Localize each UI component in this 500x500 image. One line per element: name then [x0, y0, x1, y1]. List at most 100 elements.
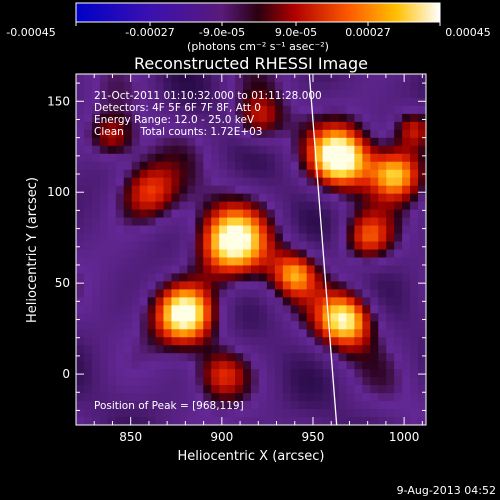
- heatmap-cell: [147, 305, 157, 314]
- heatmap-cell: [290, 329, 300, 338]
- heatmap-cell: [243, 145, 252, 155]
- heatmap-cell: [227, 161, 236, 171]
- heatmap-cell: [131, 345, 141, 354]
- heatmap-cell: [203, 81, 212, 91]
- heatmap-cell: [203, 169, 212, 179]
- heatmap-cell: [219, 217, 228, 227]
- heatmap-cell: [203, 297, 212, 306]
- heatmap-cell: [131, 97, 141, 107]
- heatmap-cell: [187, 313, 196, 322]
- heatmap-cell: [187, 361, 196, 370]
- heatmap-cell: [266, 409, 276, 418]
- heatmap-cell: [314, 369, 324, 378]
- heatmap-cell: [314, 353, 324, 362]
- heatmap-cell: [139, 129, 149, 139]
- heatmap-cell: [211, 369, 220, 378]
- heatmap-cell: [410, 113, 419, 123]
- heatmap-cell: [290, 145, 300, 155]
- heatmap-cell: [402, 289, 411, 298]
- heatmap-cell: [243, 401, 252, 410]
- heatmap-cell: [346, 201, 355, 211]
- heatmap-cell: [346, 145, 355, 155]
- heatmap-cell: [171, 257, 180, 267]
- heatmap-cell: [290, 201, 300, 211]
- heatmap-cell: [171, 249, 180, 259]
- heatmap-cell: [362, 74, 371, 83]
- heatmap-cell: [219, 329, 228, 338]
- heatmap-cell: [195, 233, 204, 243]
- heatmap-cell: [227, 329, 236, 338]
- heatmap-cell: [258, 385, 268, 394]
- heatmap-cell: [362, 105, 371, 115]
- heatmap-cell: [155, 177, 165, 187]
- heatmap-cell: [227, 233, 236, 243]
- heatmap-cell: [290, 265, 300, 275]
- heatmap-cell: [235, 105, 244, 115]
- heatmap-cell: [147, 297, 157, 306]
- heatmap-cell: [362, 233, 371, 243]
- heatmap-cell: [330, 161, 340, 171]
- heatmap-cell: [274, 417, 284, 425]
- heatmap-cell: [187, 201, 196, 211]
- heatmap-cell: [163, 417, 173, 425]
- heatmap-cell: [235, 89, 244, 99]
- heatmap-cell: [139, 217, 149, 227]
- heatmap-cell: [83, 89, 93, 99]
- heatmap-cell: [115, 273, 125, 283]
- heatmap-cell: [163, 337, 173, 346]
- heatmap-cell: [179, 201, 188, 211]
- heatmap-cell: [402, 209, 411, 219]
- heatmap-cell: [338, 153, 348, 163]
- x-tick-label: 850: [119, 430, 142, 444]
- heatmap-cell: [243, 193, 252, 203]
- heatmap-cell: [258, 337, 268, 346]
- heatmap-cell: [402, 369, 411, 378]
- heatmap-cell: [338, 209, 348, 219]
- heatmap-cell: [322, 209, 332, 219]
- heatmap-cell: [76, 121, 85, 131]
- heatmap-cell: [203, 409, 212, 418]
- heatmap-cell: [187, 409, 196, 418]
- heatmap-cell: [354, 137, 363, 147]
- heatmap-cell: [314, 201, 324, 211]
- heatmap-cell: [418, 81, 426, 91]
- heatmap-cell: [76, 249, 85, 259]
- heatmap-cell: [330, 201, 340, 211]
- heatmap-cell: [163, 313, 173, 322]
- heatmap-cell: [258, 153, 268, 163]
- heatmap-cell: [195, 417, 204, 425]
- heatmap-cell: [370, 289, 379, 298]
- heatmap-cell: [235, 249, 244, 259]
- colorbar: -0.00045 -0.00027 -9.0e-05 9.0e-05 0.000…: [6, 2, 491, 53]
- heatmap-cell: [330, 377, 340, 386]
- heatmap-cell: [378, 121, 387, 131]
- heatmap-cell: [187, 113, 196, 123]
- heatmap-cell: [338, 265, 348, 275]
- heatmap-cell: [155, 321, 165, 330]
- heatmap-cell: [123, 97, 133, 107]
- heatmap-cell: [227, 193, 236, 203]
- heatmap-cell: [251, 145, 260, 155]
- heatmap-cell: [235, 145, 244, 155]
- heatmap-cell: [354, 417, 363, 425]
- heatmap-cell: [386, 217, 395, 227]
- heatmap-cell: [211, 209, 220, 219]
- heatmap-cell: [203, 385, 212, 394]
- heatmap-cell: [99, 377, 109, 386]
- heatmap-cell: [123, 329, 133, 338]
- heatmap-cell: [290, 129, 300, 139]
- heatmap-cell: [282, 337, 292, 346]
- heatmap-cell: [131, 201, 141, 211]
- heatmap-cell: [274, 233, 284, 243]
- x-tick-label: 1000: [389, 430, 420, 444]
- heatmap-cell: [338, 105, 348, 115]
- heatmap-cell: [227, 113, 236, 123]
- heatmap-cell: [282, 313, 292, 322]
- heatmap-cell: [235, 401, 244, 410]
- heatmap-cell: [195, 225, 204, 235]
- heatmap-cell: [274, 241, 284, 251]
- heatmap-cell: [298, 121, 308, 131]
- heatmap-cell: [346, 321, 355, 330]
- heatmap-cell: [298, 113, 308, 123]
- heatmap-cell: [219, 201, 228, 211]
